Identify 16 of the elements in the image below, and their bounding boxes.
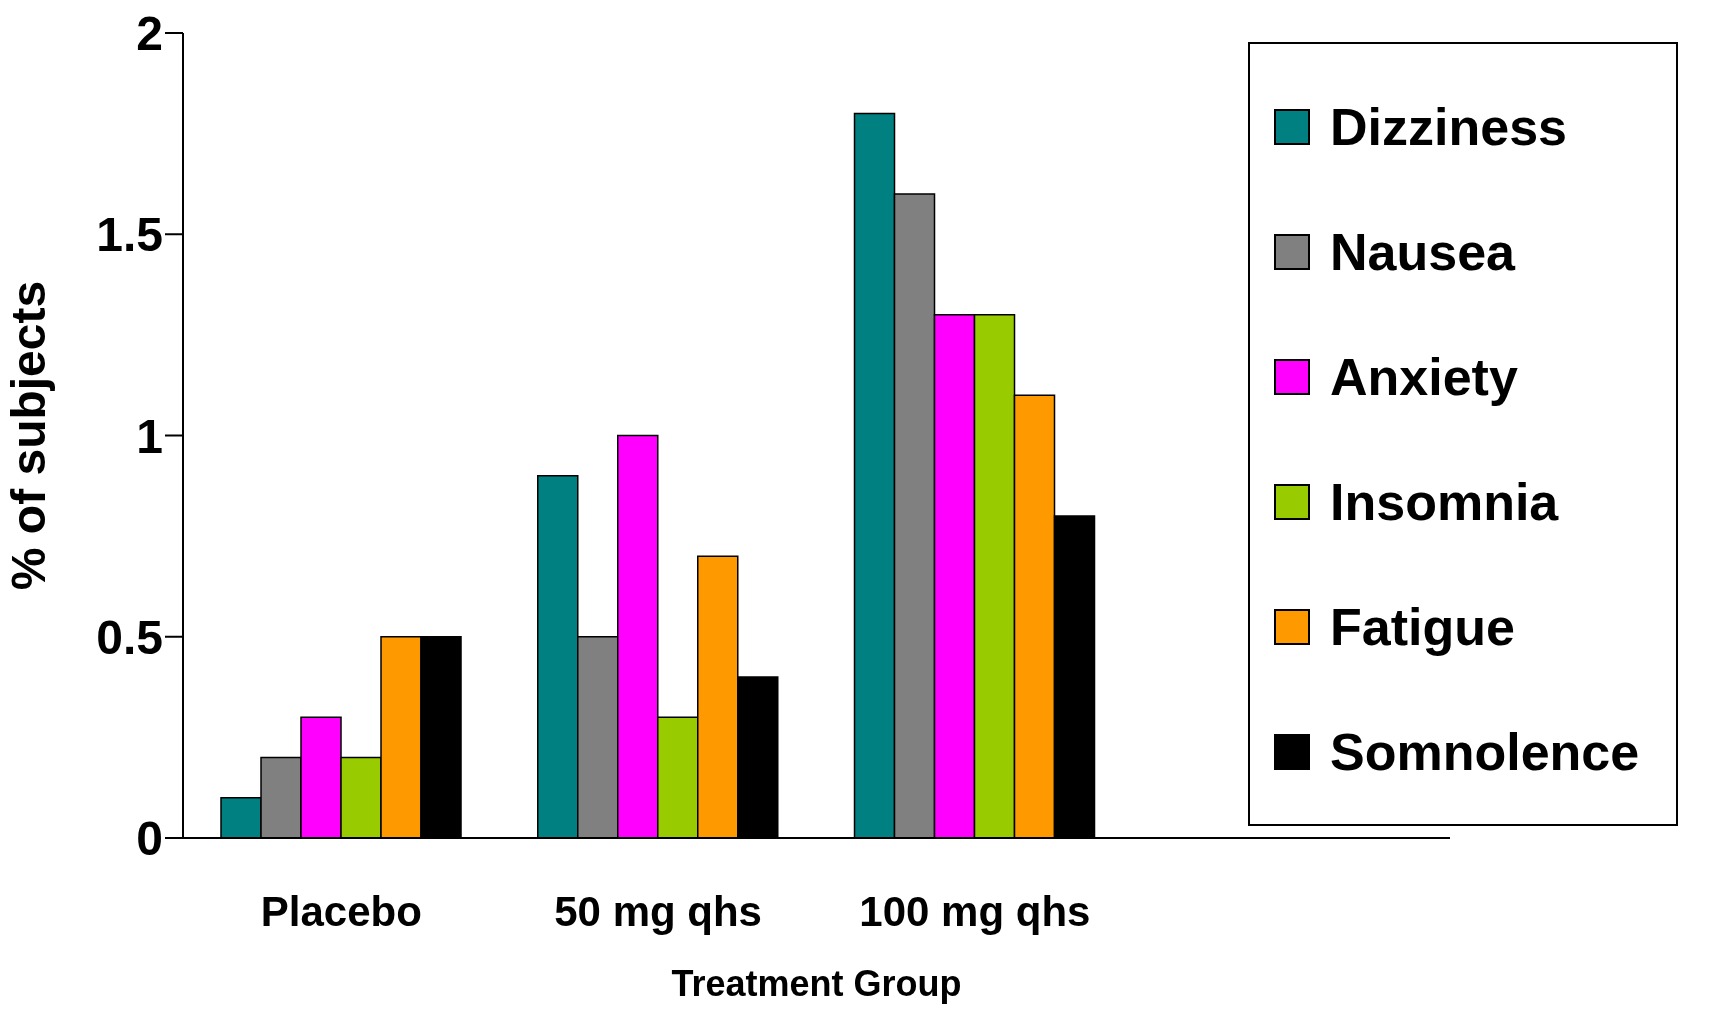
legend-label: Nausea bbox=[1330, 221, 1515, 282]
x-axis-title: Treatment Group bbox=[671, 963, 962, 1004]
y-tick-label: 0 bbox=[136, 812, 163, 866]
x-tick-label: 50 mg qhs bbox=[554, 887, 762, 935]
y-tick-label: 0.5 bbox=[96, 610, 163, 664]
legend-label: Anxiety bbox=[1330, 346, 1518, 407]
y-tick-label: 2 bbox=[136, 7, 163, 61]
x-tick-label: 100 mg qhs bbox=[859, 887, 1091, 935]
x-tick-label: Placebo bbox=[260, 887, 422, 935]
y-axis-title: % of subjects bbox=[2, 280, 56, 591]
y-tick-label: 1.5 bbox=[96, 208, 163, 262]
legend-label: Insomnia bbox=[1330, 471, 1559, 532]
legend-label: Fatigue bbox=[1330, 596, 1515, 657]
y-tick-label: 1 bbox=[136, 409, 163, 463]
legend-label: Somnolence bbox=[1330, 721, 1640, 782]
legend-label: Dizziness bbox=[1330, 96, 1567, 157]
